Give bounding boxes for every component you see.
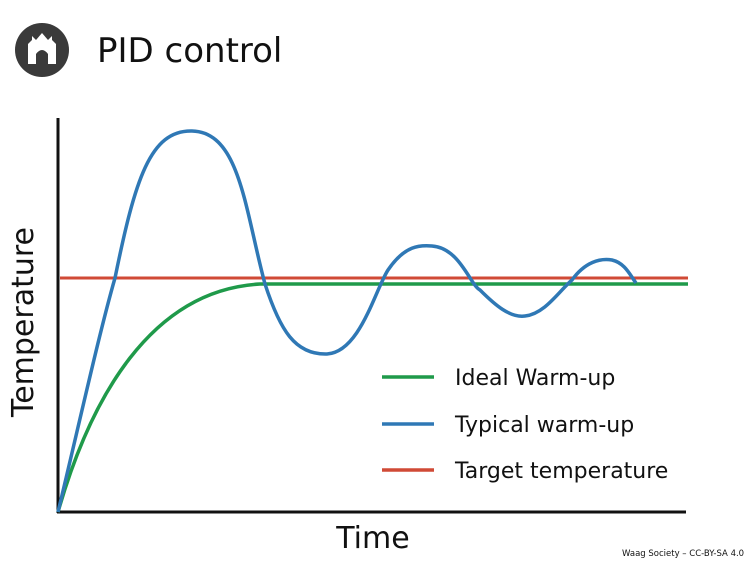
logo <box>15 23 69 77</box>
typical-curve <box>56 129 638 513</box>
y-axis-label: Temperature <box>6 227 41 418</box>
ideal-curve <box>56 282 688 513</box>
legend: Ideal Warm-up Typical warm-up Target tem… <box>382 366 668 484</box>
legend-label: Typical warm-up <box>454 413 634 438</box>
credit: Waag Society – CC-BY-SA 4.0 <box>622 549 744 559</box>
axes <box>56 118 686 514</box>
title: PID control <box>97 31 282 71</box>
x-axis-label: Time <box>335 521 409 556</box>
legend-label: Target temperature <box>454 459 668 484</box>
legend-label: Ideal Warm-up <box>455 366 615 391</box>
